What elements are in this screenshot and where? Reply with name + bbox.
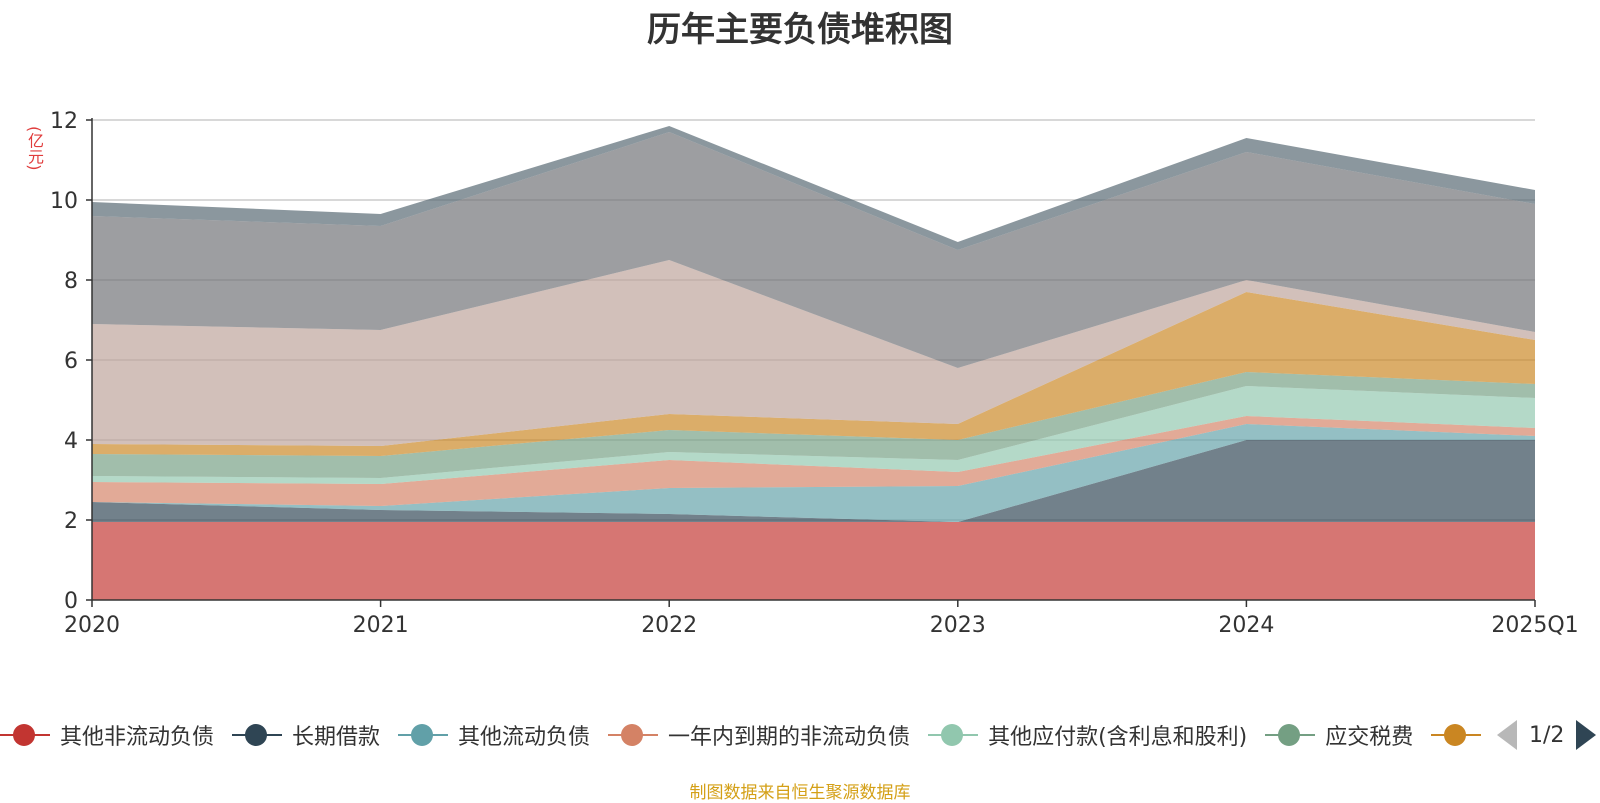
area-series-8[interactable] (92, 260, 1535, 446)
legend-marker-icon (398, 723, 449, 747)
area-series-3[interactable] (92, 424, 1535, 522)
legend-label: 长期借款 (292, 725, 381, 750)
legend-label: 其他流动负债 (458, 725, 591, 750)
x-tick-label: 2025Q1 (1491, 613, 1578, 638)
y-tick-label: 10 (50, 189, 78, 214)
legend-item[interactable]: 一年内到期的非流动负债 (608, 719, 910, 751)
legend-item[interactable]: 其他流动负债 (398, 719, 590, 751)
area-series-2[interactable] (92, 440, 1535, 522)
y-tick-label: 6 (64, 349, 78, 374)
area-series-7[interactable] (92, 292, 1535, 456)
x-tick-label: 2024 (1218, 613, 1274, 638)
y-tick-label: 0 (64, 589, 78, 614)
legend-marker-icon (1265, 723, 1316, 747)
legend-pager: 1/2 (1497, 718, 1597, 752)
legend-item[interactable]: 其他应付款(含利息和股利) (928, 719, 1247, 751)
area-series-5[interactable] (92, 386, 1535, 484)
data-source-note: 制图数据来自恒生聚源数据库 (689, 783, 911, 803)
y-tick-label: 2 (64, 509, 78, 534)
legend-next-page-icon[interactable] (1576, 720, 1597, 750)
legend-label: 一年内到期的非流动负债 (668, 725, 911, 750)
area-series-9[interactable] (92, 132, 1535, 368)
area-series-10[interactable] (92, 126, 1535, 250)
x-tick-label: 2021 (353, 613, 409, 638)
legend-label: 其他应付款(含利息和股利) (988, 725, 1248, 750)
area-series-layer (92, 126, 1535, 600)
legend-marker-icon (0, 723, 50, 747)
y-tick-label: 4 (64, 429, 78, 454)
y-axis-unit-label: (亿元) (25, 125, 44, 171)
chart-title: 历年主要负债堆积图 (647, 10, 953, 50)
legend-prev-page-icon[interactable] (1497, 720, 1517, 750)
y-tick-label: 12 (50, 109, 78, 134)
legend-item[interactable]: 应付账款 (1431, 719, 1485, 751)
legend-marker-icon (1431, 723, 1482, 747)
legend-page-indicator: 1/2 (1529, 722, 1565, 748)
legend-marker-icon (608, 723, 659, 747)
area-series-1[interactable] (92, 522, 1535, 600)
x-tick-label: 2020 (64, 613, 120, 638)
legend: 其他非流动负债 长期借款 其他流动负债 一年内到期的非流动负债 其他应付款(含利息和股利… (0, 715, 1485, 755)
area-series-6[interactable] (92, 372, 1535, 478)
legend-label: 其他非流动负债 (60, 725, 215, 750)
x-tick-label: 2022 (641, 613, 697, 638)
legend-marker-icon (928, 723, 979, 747)
y-tick-label: 8 (64, 269, 78, 294)
legend-marker-icon (232, 723, 283, 747)
legend-label: 应交税费 (1325, 725, 1414, 750)
axes: 0 2 4 6 8 10 12 2020 2021 2022 2023 2024 2025Q1 (50, 109, 1579, 638)
legend-item[interactable]: 其他非流动负债 (0, 719, 214, 751)
area-series-4[interactable] (92, 416, 1535, 506)
x-tick-label: 2023 (930, 613, 986, 638)
legend-item[interactable]: 应交税费 (1265, 719, 1413, 751)
legend-item[interactable]: 长期借款 (232, 719, 380, 751)
